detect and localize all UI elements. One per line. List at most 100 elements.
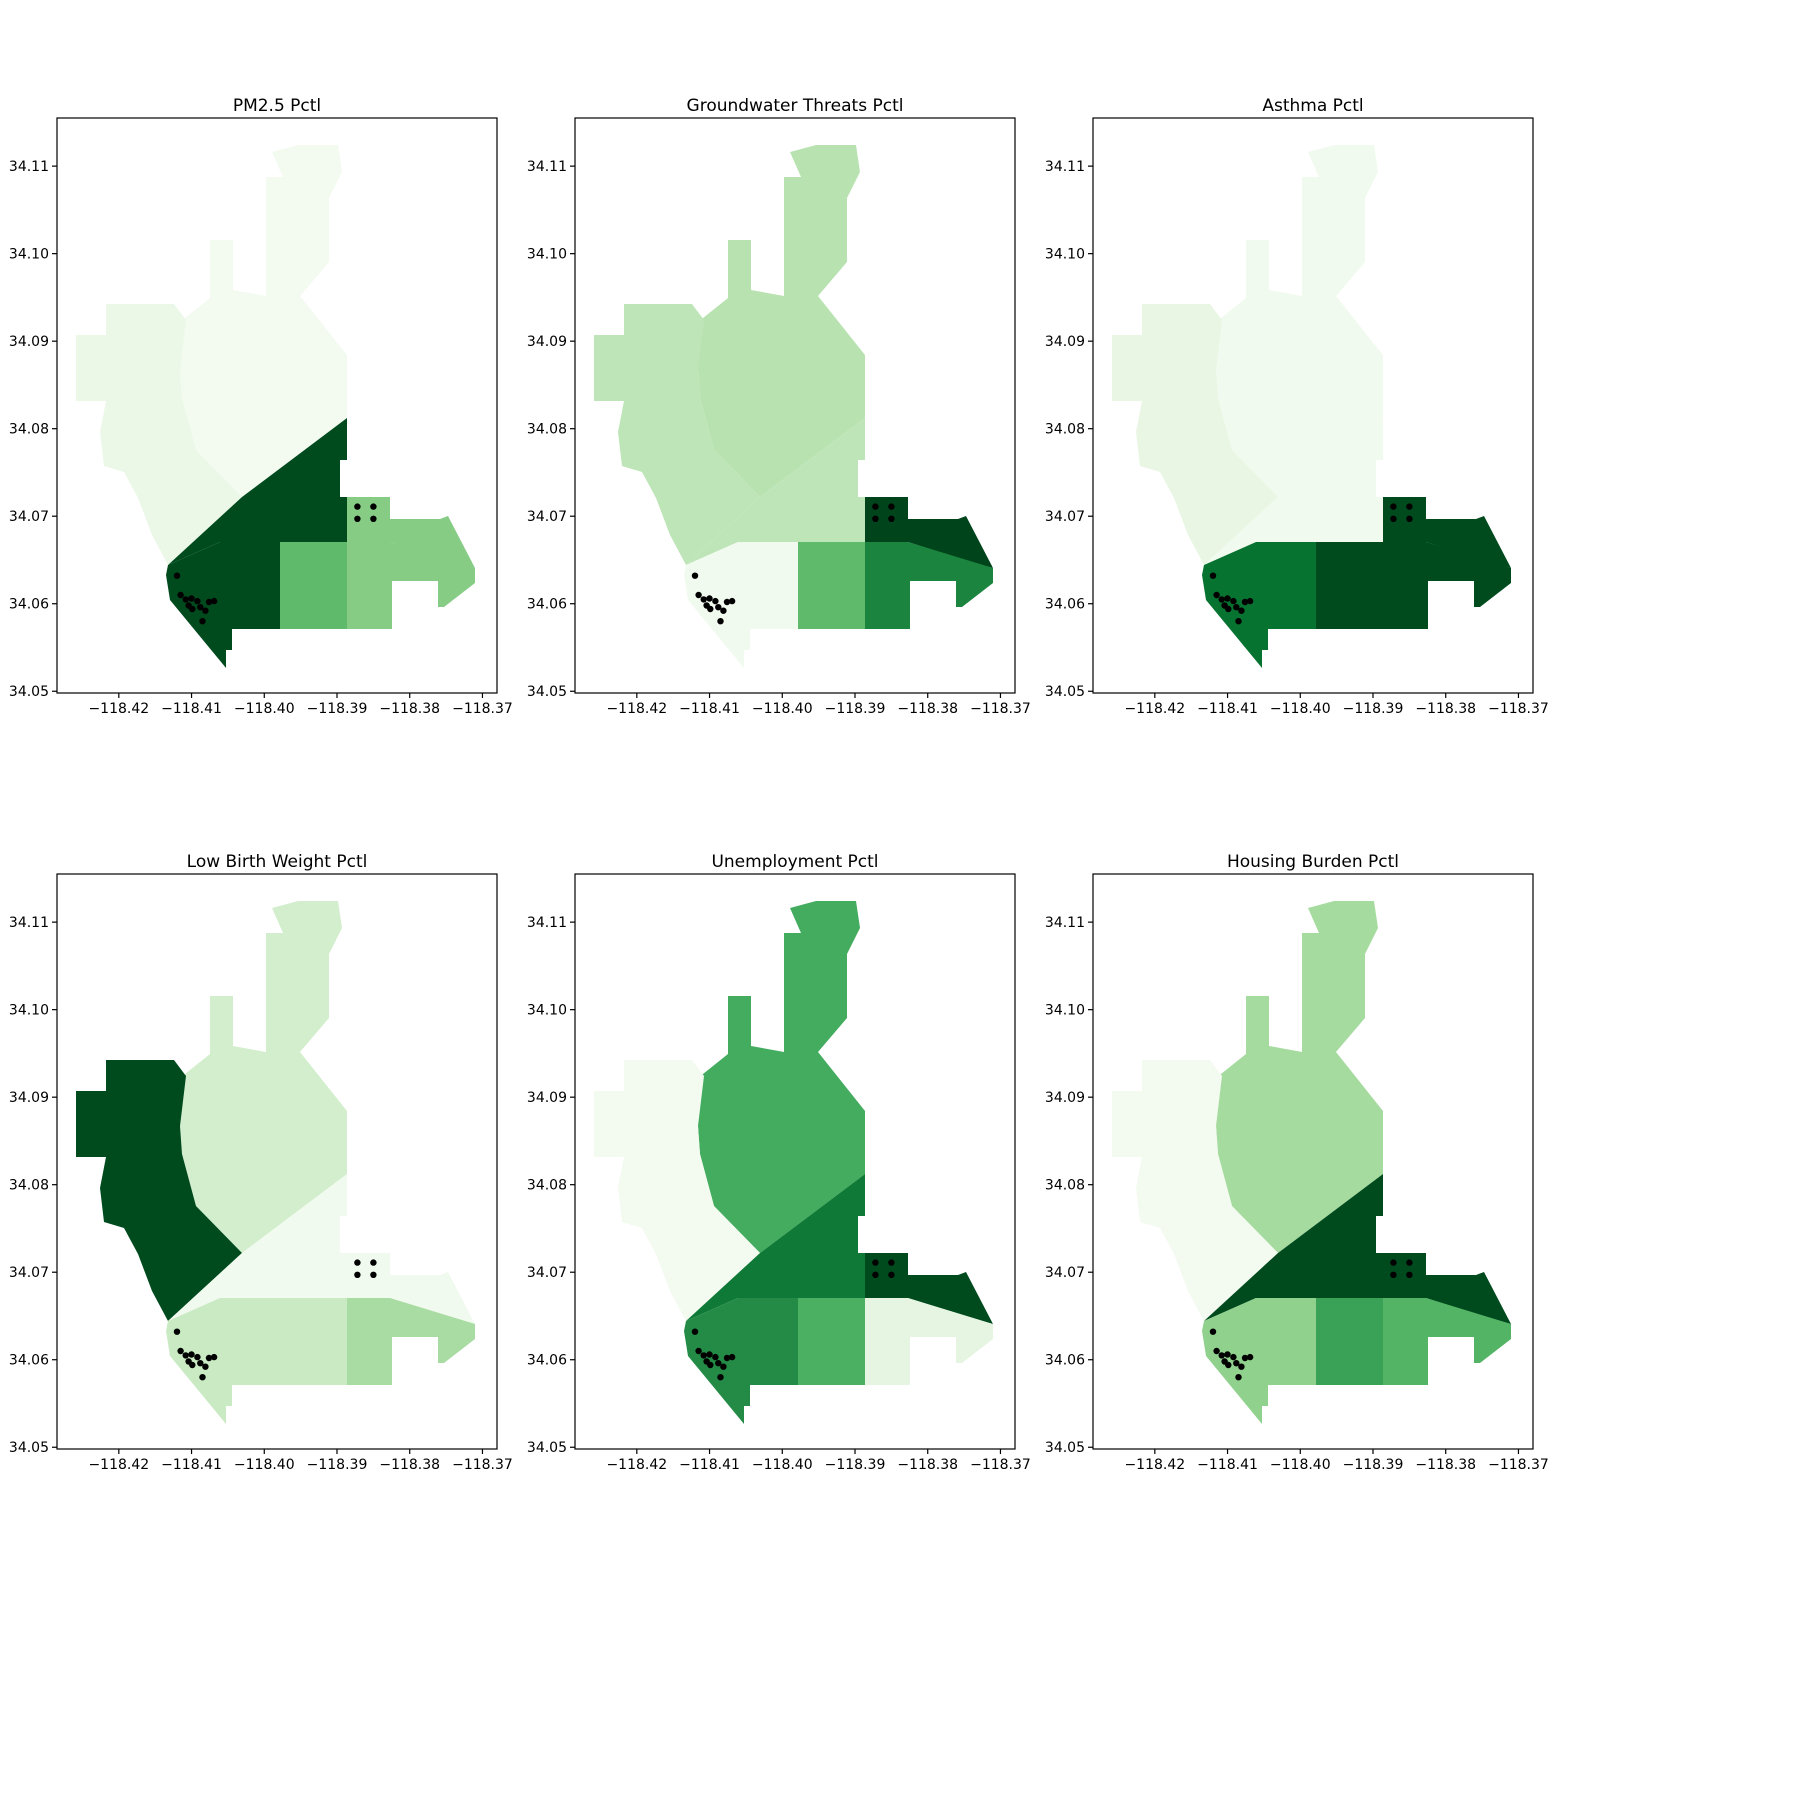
panel-plot-area: −118.42 −118.41 −118.40 −118.39 −118.38 −118.… bbox=[527, 117, 1031, 717]
site-point bbox=[370, 515, 377, 522]
site-point bbox=[1241, 1354, 1249, 1362]
x-tick-label: −118.40 bbox=[752, 701, 813, 717]
y-tick-label: 34.07 bbox=[9, 1265, 49, 1281]
tract-region-sw bbox=[684, 1298, 798, 1424]
site-point bbox=[173, 572, 181, 579]
site-point bbox=[706, 1351, 713, 1358]
tract-region-diag bbox=[686, 1174, 865, 1321]
site-point bbox=[720, 607, 727, 614]
site-point bbox=[1213, 1347, 1220, 1355]
site-point bbox=[728, 597, 736, 605]
y-tick-label: 34.07 bbox=[527, 509, 567, 525]
tract-region-sw bbox=[1202, 1298, 1316, 1424]
site-point bbox=[173, 1328, 181, 1335]
site-point bbox=[189, 1361, 196, 1369]
panel-groundwater-threats-pctl: Groundwater Threats Pctl −118.42 −118.41−… bbox=[527, 96, 1031, 717]
x-tick-label: −118.40 bbox=[752, 1457, 813, 1473]
y-tick-label: 34.10 bbox=[527, 1003, 567, 1019]
y-tick-label: 34.05 bbox=[1045, 684, 1085, 700]
x-tick-label: −118.42 bbox=[88, 1457, 149, 1473]
tract-region-diag bbox=[1204, 418, 1383, 565]
site-point bbox=[700, 596, 707, 603]
x-tick-label: −118.40 bbox=[234, 701, 295, 717]
y-tick-label: 34.09 bbox=[527, 1090, 567, 1106]
y-tick-label: 34.08 bbox=[9, 422, 49, 438]
tract-region-sw bbox=[684, 542, 798, 668]
axes-frame bbox=[574, 117, 1016, 694]
site-point bbox=[1238, 1363, 1245, 1370]
y-tick-label: 34.08 bbox=[1045, 422, 1085, 438]
site-point bbox=[1225, 605, 1232, 613]
site-point bbox=[1230, 1353, 1237, 1361]
site-point bbox=[723, 1354, 731, 1362]
site-point bbox=[1209, 572, 1217, 579]
site-point bbox=[872, 503, 879, 510]
panel-low-birth-weight-pctl: Low Birth Weight Pctl −118.42 −118.41 −118… bbox=[9, 852, 513, 1473]
site-point bbox=[194, 1353, 201, 1361]
y-tick-label: 34.06 bbox=[527, 1353, 567, 1369]
panel-plot-area: −118.42 −118.41 −118.40 −118.39 −118.38 −118.… bbox=[527, 873, 1031, 1473]
y-tick-label: 34.06 bbox=[9, 597, 49, 613]
site-point bbox=[354, 1271, 361, 1278]
site-point bbox=[1209, 1328, 1217, 1335]
x-tick-label: −118.37 bbox=[1488, 701, 1549, 717]
y-tick-label: 34.08 bbox=[1045, 1178, 1085, 1194]
site-point bbox=[1233, 604, 1240, 611]
site-point bbox=[695, 1347, 702, 1355]
x-tick-label: −118.42 bbox=[1124, 701, 1185, 717]
y-tick-label: 34.05 bbox=[9, 684, 49, 700]
tract-region-west bbox=[1112, 304, 1278, 565]
tract-region-diag bbox=[168, 1174, 347, 1321]
site-point bbox=[715, 1360, 722, 1367]
tract-region-sc bbox=[347, 542, 475, 629]
site-point bbox=[1406, 1271, 1413, 1278]
x-tick-label: −118.38 bbox=[379, 1457, 440, 1473]
site-point bbox=[1406, 503, 1413, 510]
site-point bbox=[177, 591, 184, 599]
y-tick-label: 34.05 bbox=[9, 1440, 49, 1456]
site-point bbox=[370, 1271, 377, 1278]
site-point bbox=[717, 1374, 724, 1381]
site-point bbox=[1224, 1351, 1231, 1358]
x-tick-label: −118.40 bbox=[1270, 701, 1331, 717]
panel-title: Groundwater Threats Pctl bbox=[687, 96, 904, 116]
x-tick-label: −118.40 bbox=[1270, 1457, 1331, 1473]
tract-region-sw bbox=[166, 1298, 280, 1424]
tract-region-north bbox=[1216, 901, 1383, 1253]
tract-region-sc bbox=[865, 1298, 993, 1385]
site-point bbox=[695, 591, 702, 599]
x-tick-label: −118.37 bbox=[1488, 1457, 1549, 1473]
x-tick-label: −118.40 bbox=[234, 1457, 295, 1473]
y-tick-label: 34.07 bbox=[1045, 1265, 1085, 1281]
site-point bbox=[1218, 1352, 1225, 1359]
site-point bbox=[1390, 515, 1397, 522]
tract-region-sm bbox=[280, 1298, 347, 1385]
site-point bbox=[205, 598, 213, 606]
x-tick-label: −118.41 bbox=[1197, 701, 1258, 717]
site-point bbox=[177, 1347, 184, 1355]
site-point bbox=[354, 1259, 361, 1266]
panel-title: Unemployment Pctl bbox=[711, 852, 878, 872]
site-point bbox=[199, 1374, 206, 1381]
axes-frame bbox=[1092, 117, 1534, 694]
tract-region-sc bbox=[347, 1298, 475, 1385]
y-tick-label: 34.09 bbox=[527, 334, 567, 350]
y-tick-label: 34.06 bbox=[1045, 597, 1085, 613]
y-tick-label: 34.10 bbox=[1045, 247, 1085, 263]
tract-region-north bbox=[698, 145, 865, 497]
site-point bbox=[370, 1259, 377, 1266]
site-point bbox=[1406, 515, 1413, 522]
tract-region-ne bbox=[1383, 1253, 1511, 1324]
x-tick-label: −118.39 bbox=[825, 1457, 886, 1473]
x-tick-label: −118.41 bbox=[161, 1457, 222, 1473]
tract-region-west bbox=[594, 1060, 760, 1321]
site-point bbox=[1235, 1374, 1242, 1381]
x-tick-label: −118.38 bbox=[897, 1457, 958, 1473]
panel-housing-burden-pctl: Housing Burden Pctl −118.42 −118.41 −118.4… bbox=[1045, 852, 1549, 1473]
y-tick-label: 34.06 bbox=[9, 1353, 49, 1369]
y-tick-label: 34.08 bbox=[9, 1178, 49, 1194]
x-tick-label: −118.42 bbox=[606, 1457, 667, 1473]
y-tick-label: 34.09 bbox=[1045, 334, 1085, 350]
site-point bbox=[888, 1271, 895, 1278]
